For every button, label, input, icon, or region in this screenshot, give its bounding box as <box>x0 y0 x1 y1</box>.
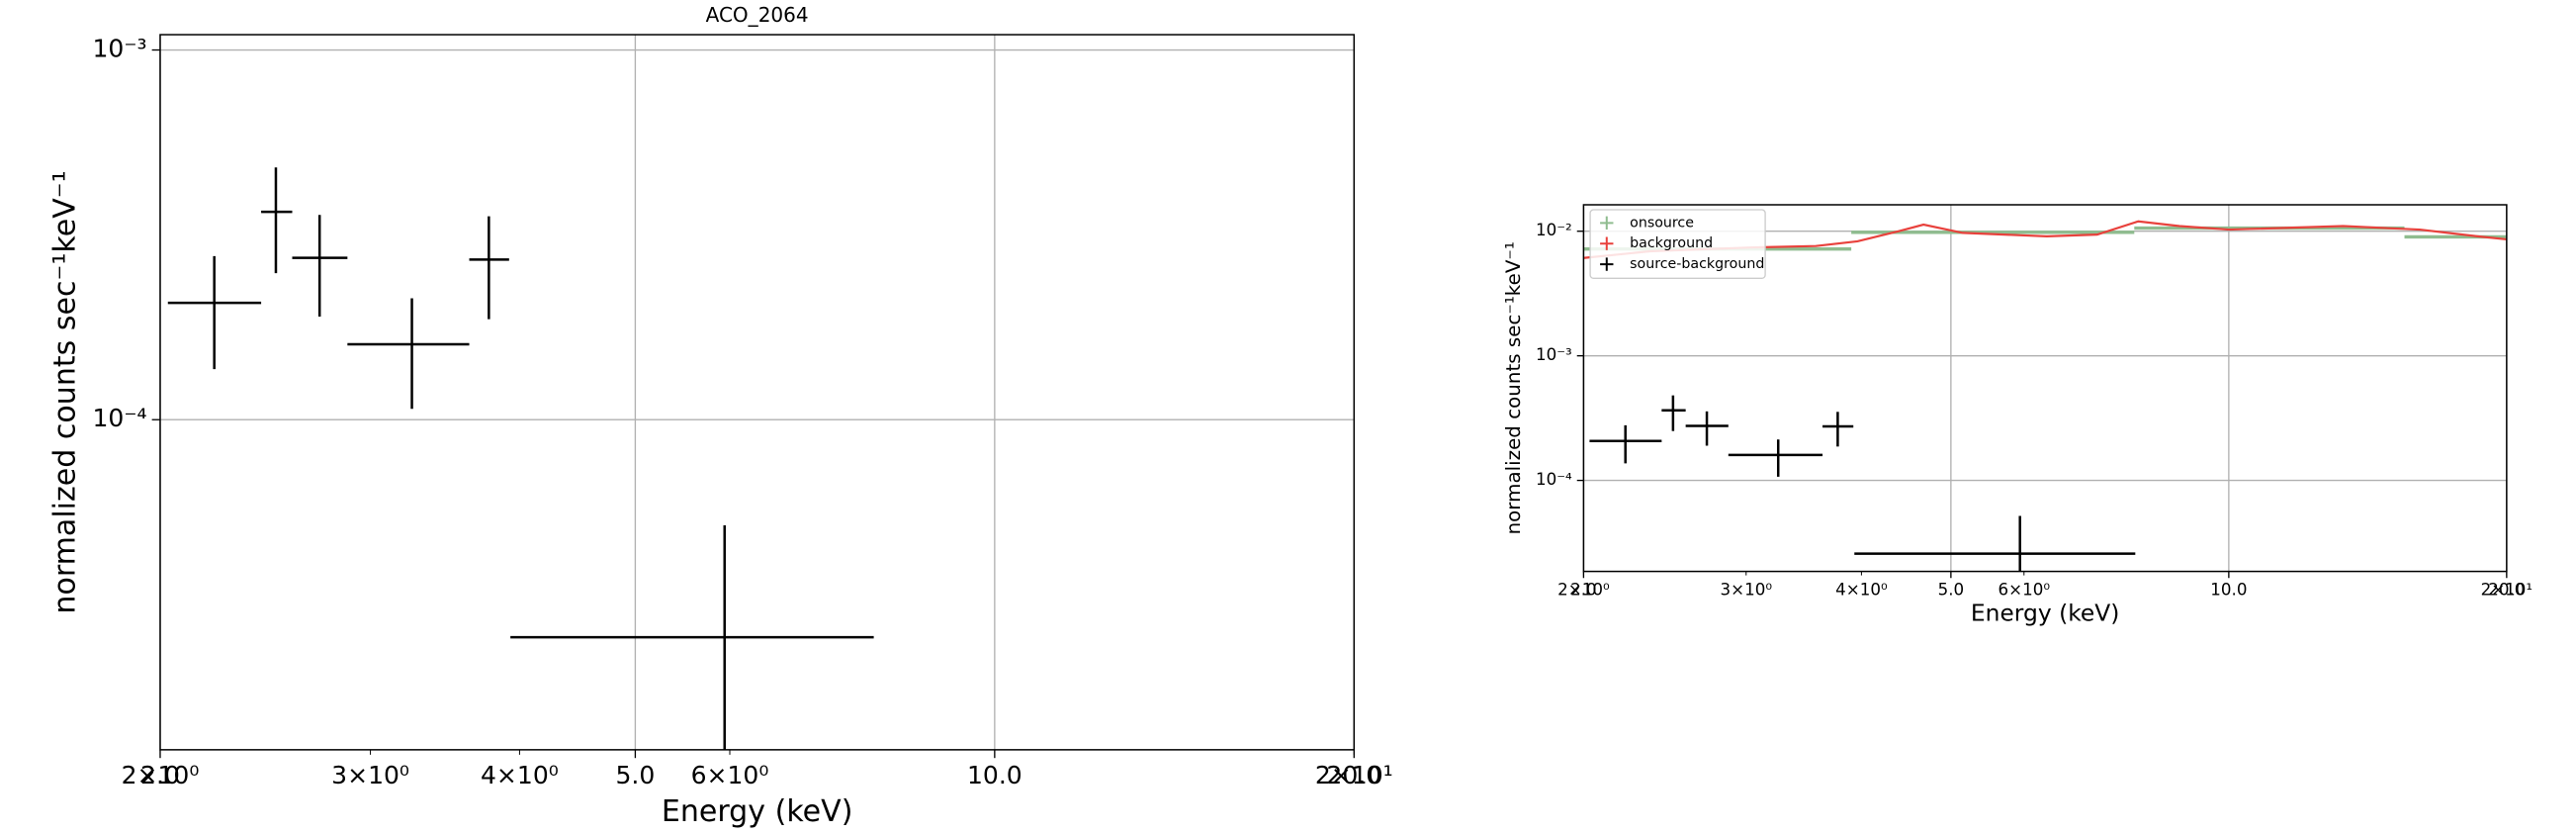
legend-marker <box>1600 257 1614 271</box>
x-tick-label: 5.0 <box>616 761 656 789</box>
x-tick-label: 5.0 <box>1938 580 1965 599</box>
x-tick-label: 3×10⁰ <box>331 761 409 789</box>
x-tick-label: 2×10¹ <box>2481 580 2533 599</box>
x-tick-label: 4×10⁰ <box>481 761 559 789</box>
y-axis-label: normalized counts sec⁻¹keV⁻¹ <box>47 170 82 613</box>
x-tick-label: 3×10⁰ <box>1721 580 1773 599</box>
x-axis-label: Energy (keV) <box>1971 599 2120 626</box>
axes-frame <box>1582 204 2508 573</box>
series-line <box>1583 220 2507 259</box>
x-tick-label: 20.0 <box>1326 761 1381 789</box>
x-tick-label: 6×10⁰ <box>691 761 769 789</box>
legend-marker <box>1600 216 1614 231</box>
chart-title: ACO_2064 <box>706 3 809 27</box>
plot-area <box>167 167 874 750</box>
x-tick-label: 2.0 <box>140 761 180 789</box>
legend-label: onsource <box>1630 215 1694 231</box>
y-axis-label: normalized counts sec⁻¹keV⁻¹ <box>1502 241 1525 534</box>
x-tick-label: 2×10¹ <box>1315 761 1393 789</box>
legend-box <box>1589 209 1766 279</box>
x-tick-label: 4×10⁰ <box>1835 580 1888 599</box>
x-tick-label: 2.0 <box>1570 580 1597 599</box>
legend-label: background <box>1630 235 1713 251</box>
y-tick-label: 10⁻³ <box>1536 345 1572 364</box>
x-tick-label: 2×10⁰ <box>1557 580 1610 599</box>
x-tick-label: 2×10⁰ <box>122 761 200 789</box>
x-tick-label: 10.0 <box>967 761 1022 789</box>
x-tick-label: 6×10⁰ <box>1999 580 2051 599</box>
chart: ACO_2064 2.0 5.0 10.0 20.0 2×10⁰ 3×10⁰ 4×10⁰ 6×1… <box>47 3 1393 829</box>
chart: 2.0 5.0 10.0 20.0 2×10⁰ 3×10⁰ 4×10⁰ 6×10⁰ 2×10¹ 1… <box>1502 204 2533 626</box>
y-tick-label: 10⁻³ <box>92 35 146 63</box>
x-tick-label: 10.0 <box>2210 580 2247 599</box>
axes-frame <box>159 34 1356 751</box>
legend-marker <box>1600 236 1614 250</box>
x-tick-label: 20.0 <box>2488 580 2525 599</box>
y-tick-label: 10⁻⁴ <box>1536 470 1572 489</box>
legend-label: source-background <box>1630 256 1764 272</box>
y-tick-label: 10⁻² <box>1536 221 1572 239</box>
y-tick-label: 10⁻⁴ <box>92 404 146 432</box>
x-axis-label: Energy (keV) <box>662 794 853 829</box>
